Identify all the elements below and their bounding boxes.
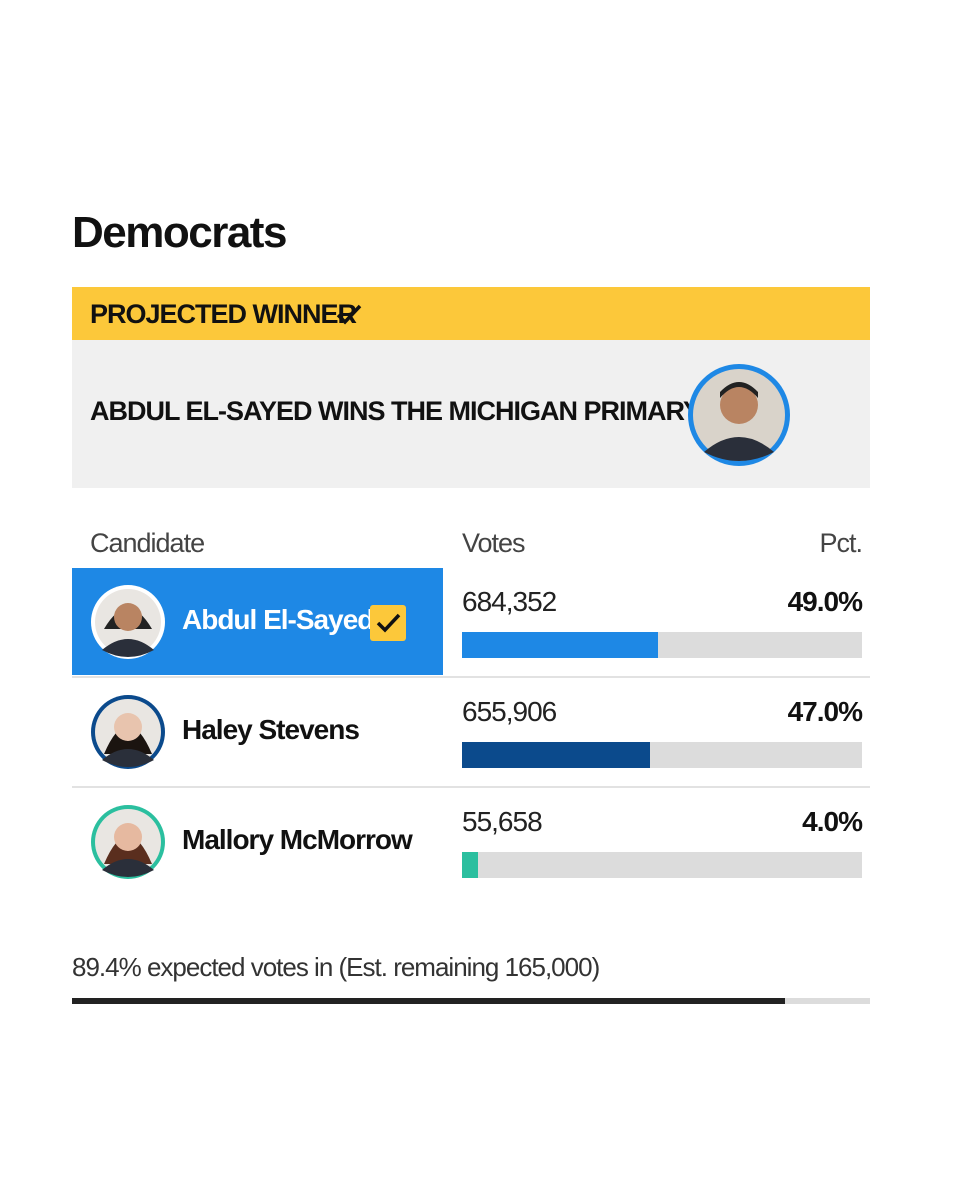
vote-count: 55,658 [462, 806, 543, 837]
vote-bar [462, 742, 650, 768]
candidate-photo [91, 585, 165, 659]
expected-votes-bar [72, 998, 786, 1004]
candidate-name: Abdul El-Sayed [182, 604, 374, 635]
winner-check [370, 605, 406, 641]
row-divider [72, 786, 870, 788]
vote-bar [462, 852, 478, 878]
winner-banner: PROJECTED WINNER [72, 287, 870, 340]
vote-pct: 49.0% [787, 586, 863, 617]
row-divider [72, 676, 870, 678]
candidate-photo [91, 695, 165, 769]
section-title: Democrats [72, 208, 287, 257]
results-table: Candidate Votes Pct. Abdul El-Sayed 684,3… [72, 520, 870, 900]
vote-count: 655,906 [462, 696, 557, 727]
column-header: Votes [462, 528, 526, 558]
candidate-photo [91, 805, 165, 879]
vote-pct: 47.0% [787, 696, 863, 727]
expected-votes-text: 89.4% expected votes in (Est. remaining … [72, 952, 600, 982]
candidate-name: Mallory McMorrow [182, 824, 413, 855]
column-header: Pct. [819, 528, 863, 558]
expected-votes-track [72, 998, 870, 1004]
vote-bar [462, 632, 658, 658]
check-icon [336, 304, 362, 325]
column-header: Candidate [90, 528, 205, 558]
banner-label: PROJECTED WINNER [90, 299, 357, 329]
banner-headline: ABDUL EL-SAYED WINS THE MICHIGAN PRIMARY [90, 396, 701, 426]
winner-photo [688, 364, 790, 466]
candidate-name: Haley Stevens [182, 714, 360, 745]
bar-track [462, 852, 862, 878]
winner-box: ABDUL EL-SAYED WINS THE MICHIGAN PRIMARY [72, 340, 870, 488]
vote-count: 684,352 [462, 586, 557, 617]
vote-pct: 4.0% [802, 806, 863, 837]
